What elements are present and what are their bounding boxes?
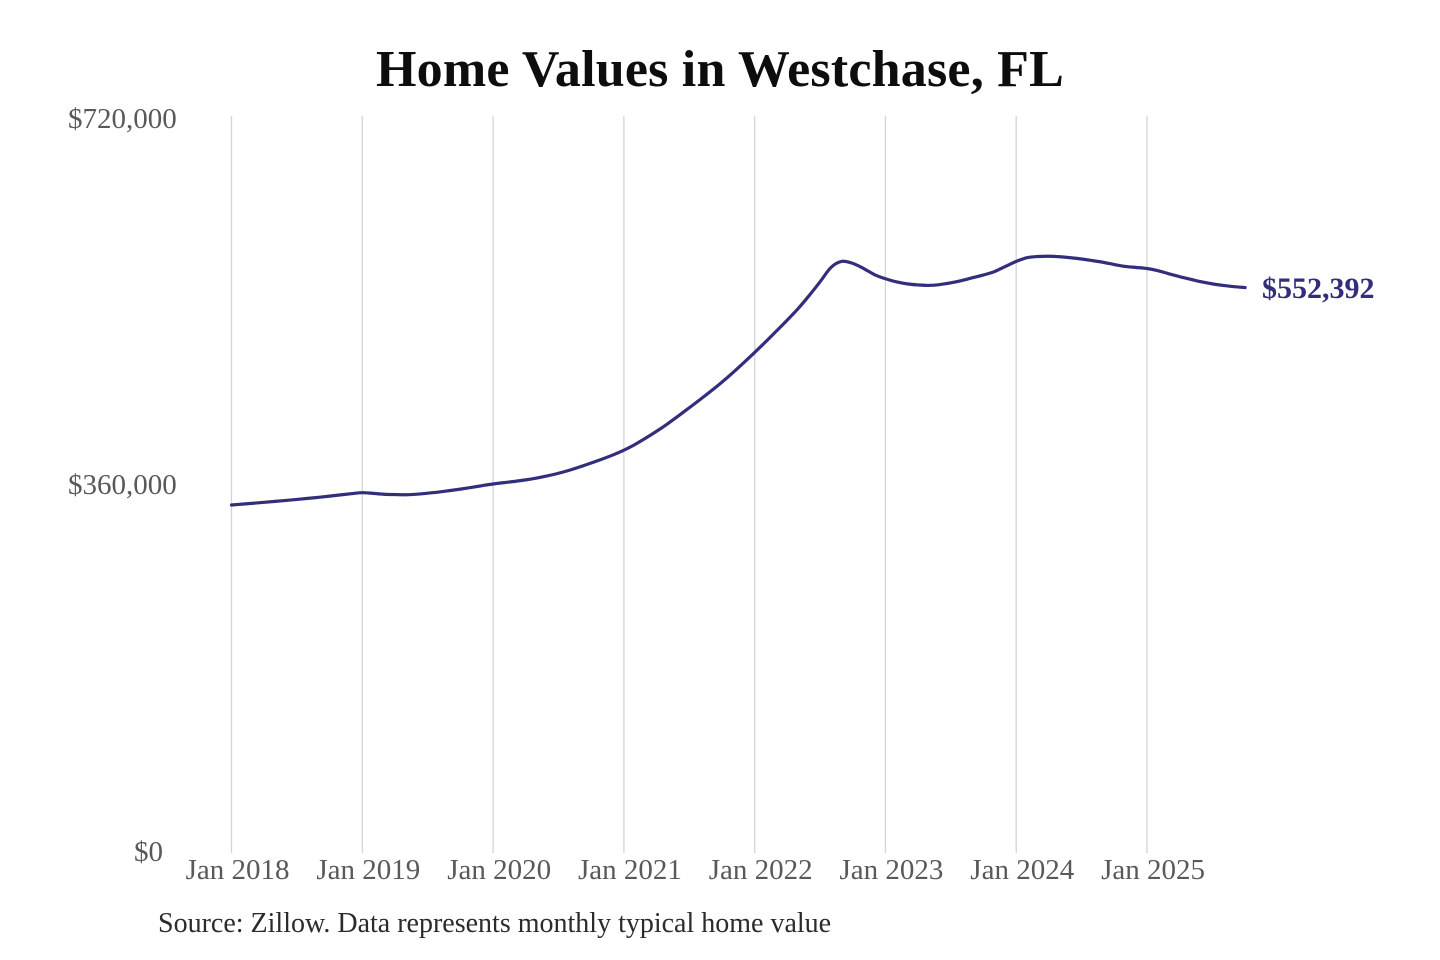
svg-text:$360,000: $360,000 <box>68 469 177 501</box>
svg-text:Jan 2022: Jan 2022 <box>709 854 813 886</box>
svg-text:Jan 2020: Jan 2020 <box>447 854 551 886</box>
svg-text:Jan 2025: Jan 2025 <box>1101 854 1205 886</box>
svg-text:$0: $0 <box>134 836 163 868</box>
svg-text:Jan 2024: Jan 2024 <box>970 854 1074 886</box>
svg-text:Jan 2021: Jan 2021 <box>578 854 682 886</box>
svg-text:$552,392: $552,392 <box>1262 272 1375 305</box>
svg-text:$720,000: $720,000 <box>68 103 177 135</box>
svg-text:Jan 2019: Jan 2019 <box>316 854 420 886</box>
svg-text:Jan 2018: Jan 2018 <box>186 854 290 886</box>
svg-text:Jan 2023: Jan 2023 <box>840 854 944 886</box>
